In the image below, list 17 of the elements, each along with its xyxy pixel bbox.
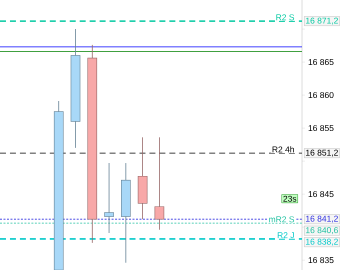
- ref-line-label: R2 S: [276, 14, 294, 20]
- y-tick-label: 16 860: [308, 92, 334, 98]
- text: 16 840,6: [306, 227, 338, 234]
- text: 16 871,2: [306, 18, 338, 25]
- y-tick-label: 16 835: [308, 257, 334, 264]
- text: 16 838,2: [306, 238, 338, 246]
- text: 16 851,2: [306, 150, 338, 157]
- text: 16 841,2: [306, 216, 338, 223]
- ref-line-label: R2 4h: [272, 146, 294, 152]
- y-tick-label: 16 855: [308, 125, 334, 132]
- y-tick-label: 16 845: [308, 191, 334, 198]
- candlestick: [104, 162, 114, 234]
- candlestick: [154, 136, 164, 230]
- ref-line-label: mR2 S: [269, 216, 294, 222]
- ref-line-label: R2 J: [278, 232, 294, 238]
- y-tick-label: 16 865: [308, 59, 334, 66]
- annotation: 23s: [283, 196, 296, 202]
